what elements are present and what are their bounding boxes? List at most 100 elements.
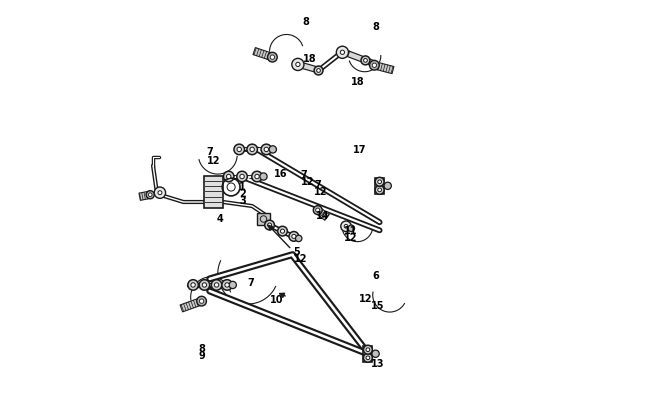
Text: 6: 6 [372, 270, 380, 280]
Circle shape [197, 296, 207, 306]
Circle shape [317, 70, 320, 73]
Circle shape [234, 145, 244, 155]
Text: 16: 16 [274, 168, 287, 179]
Circle shape [292, 59, 304, 71]
Circle shape [341, 222, 351, 232]
Circle shape [348, 226, 354, 232]
Text: 12: 12 [207, 155, 220, 165]
Text: 12: 12 [359, 294, 373, 304]
Circle shape [202, 283, 207, 288]
Text: 7: 7 [207, 147, 214, 157]
FancyBboxPatch shape [203, 176, 223, 209]
Circle shape [375, 186, 384, 195]
Circle shape [336, 47, 348, 59]
Text: 7: 7 [314, 179, 321, 189]
Circle shape [268, 224, 272, 228]
Text: 12: 12 [293, 253, 307, 263]
Circle shape [292, 235, 296, 239]
Text: 7: 7 [247, 277, 254, 288]
Circle shape [268, 53, 278, 63]
Polygon shape [253, 49, 274, 62]
Circle shape [265, 221, 274, 230]
Circle shape [211, 280, 222, 290]
Circle shape [146, 191, 154, 199]
Text: 4: 4 [217, 214, 224, 224]
Circle shape [255, 175, 259, 179]
Circle shape [148, 194, 152, 197]
Text: 10: 10 [270, 294, 283, 304]
Circle shape [361, 57, 370, 66]
Circle shape [366, 356, 370, 360]
Text: 11: 11 [344, 226, 358, 236]
Polygon shape [302, 64, 318, 73]
Circle shape [378, 188, 382, 192]
Text: 15: 15 [371, 301, 385, 310]
Circle shape [252, 172, 263, 182]
Circle shape [378, 181, 382, 184]
Circle shape [296, 63, 300, 67]
Text: 18: 18 [351, 77, 365, 86]
Polygon shape [368, 60, 374, 67]
Circle shape [278, 227, 287, 237]
Circle shape [229, 281, 237, 289]
Circle shape [250, 148, 254, 152]
Circle shape [363, 354, 372, 362]
Text: 8: 8 [198, 343, 205, 353]
Circle shape [340, 51, 344, 55]
Circle shape [281, 230, 285, 234]
Circle shape [237, 172, 247, 182]
Circle shape [344, 225, 348, 228]
FancyBboxPatch shape [257, 213, 270, 226]
Polygon shape [348, 52, 365, 63]
Text: 13: 13 [371, 358, 385, 368]
Polygon shape [180, 298, 203, 312]
Circle shape [240, 175, 244, 179]
Text: 12: 12 [301, 177, 314, 186]
Circle shape [313, 206, 322, 215]
Circle shape [264, 148, 268, 152]
Circle shape [237, 148, 241, 152]
Circle shape [363, 345, 372, 354]
Circle shape [214, 283, 219, 288]
Circle shape [372, 350, 379, 358]
Circle shape [226, 175, 231, 179]
Circle shape [191, 283, 195, 288]
Circle shape [296, 236, 302, 242]
Circle shape [222, 280, 232, 290]
Circle shape [200, 299, 204, 304]
Circle shape [270, 56, 274, 60]
Text: 9: 9 [198, 350, 205, 360]
Text: 1: 1 [239, 181, 246, 191]
Text: 12: 12 [314, 186, 328, 196]
Text: 12: 12 [344, 232, 358, 243]
Text: 8: 8 [372, 22, 380, 32]
Text: 8: 8 [303, 17, 309, 27]
Circle shape [154, 188, 166, 199]
Circle shape [199, 280, 210, 290]
Circle shape [363, 60, 367, 63]
Text: 3: 3 [239, 196, 246, 205]
Text: 14: 14 [316, 211, 329, 220]
Circle shape [188, 280, 198, 290]
Circle shape [158, 191, 162, 195]
Circle shape [269, 146, 276, 153]
Text: 5: 5 [293, 247, 300, 257]
Circle shape [314, 67, 323, 76]
Polygon shape [315, 208, 330, 221]
Circle shape [372, 64, 376, 68]
Circle shape [316, 209, 320, 213]
Circle shape [224, 172, 234, 182]
Text: 7: 7 [301, 169, 307, 179]
Circle shape [366, 348, 370, 352]
Circle shape [289, 232, 299, 242]
Polygon shape [139, 192, 151, 201]
Circle shape [369, 61, 379, 71]
Polygon shape [374, 62, 394, 75]
Text: 17: 17 [352, 145, 366, 155]
Text: 18: 18 [303, 54, 317, 64]
Circle shape [225, 283, 229, 288]
Circle shape [247, 145, 257, 155]
Circle shape [261, 145, 272, 155]
Text: 2: 2 [239, 189, 246, 198]
Circle shape [260, 173, 267, 181]
